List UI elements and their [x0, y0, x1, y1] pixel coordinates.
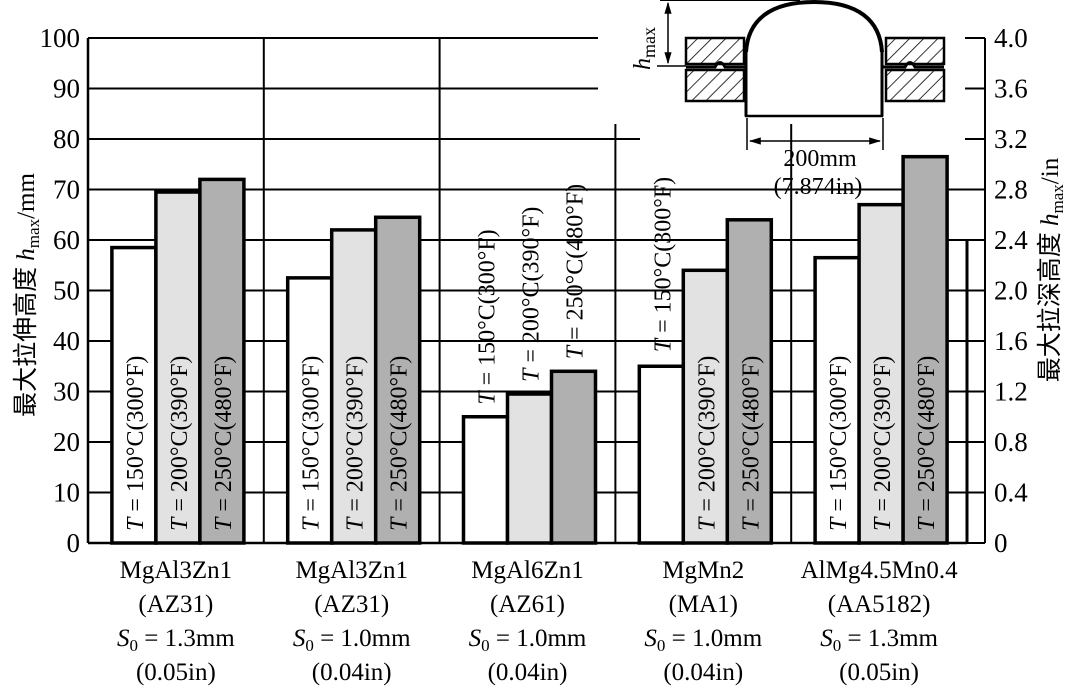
- bar-label-3-0: T = 150°C(300°F): [650, 177, 676, 352]
- bar-labels: T = 150°C(300°F) T = 200°C(390°F) T = 250°…: [123, 177, 940, 531]
- die-block-lower-right: [884, 68, 946, 103]
- y2-tick-label: 3.6: [994, 74, 1028, 104]
- y-tick-label: 50: [53, 276, 80, 306]
- bar-0-2: [198, 177, 246, 545]
- bar-2-0: [461, 415, 510, 545]
- bar-label-2-0: T = 150°C(300°F): [475, 229, 501, 404]
- y2-tick-label: 0.4: [994, 478, 1028, 508]
- y2-tick-label: 3.2: [994, 124, 1028, 154]
- y-axis-left: 0 10 20 30 40 50 60 70 80 90 100: [40, 23, 81, 558]
- svg-text:(0.04in): (0.04in): [488, 659, 568, 686]
- svg-text:(0.05in): (0.05in): [839, 659, 919, 686]
- bar-label-0-0: T = 150°C(300°F): [123, 356, 149, 531]
- y-tick-label: 80: [53, 124, 80, 154]
- sheet-right: [882, 61, 944, 69]
- y-tick-label: 90: [53, 74, 80, 104]
- bar-label-1-2: T = 250°C(480°F): [387, 356, 413, 531]
- bar-label-0-2: T = 250°C(480°F): [211, 356, 237, 531]
- bar-4-2: [901, 154, 949, 545]
- bar-label-1-0: T = 150°C(300°F): [299, 356, 325, 531]
- y-tick-label: 10: [53, 478, 80, 508]
- svg-text:(0.04in): (0.04in): [663, 659, 743, 686]
- category-label: MgMn2 (MA1) S0 = 1.0mm (0.04in): [644, 557, 762, 686]
- bar-label-4-2: T = 250°C(480°F): [914, 356, 940, 531]
- svg-text:(MA1): (MA1): [669, 591, 738, 618]
- bar-label-4-1: T = 200°C(390°F): [870, 356, 896, 531]
- bars: [110, 154, 949, 545]
- svg-text:AlMg4.5Mn0.4: AlMg4.5Mn0.4: [801, 557, 958, 584]
- y-axis-right: 0 0.4 0.8 1.2 1.6 2.0 2.4 2.8 3.2 3.6 4.0: [965, 23, 1028, 558]
- y-tick-label: 0: [67, 528, 81, 558]
- bar-0-0: [110, 245, 158, 545]
- svg-text:MgAl3Zn1: MgAl3Zn1: [295, 557, 408, 584]
- y2-tick-label: 4.0: [994, 23, 1028, 53]
- y2-tick-label: 0.8: [994, 427, 1028, 457]
- svg-text:(AZ61): (AZ61): [490, 591, 565, 618]
- svg-text:MgAl6Zn1: MgAl6Zn1: [471, 557, 584, 584]
- svg-text:(AZ31): (AZ31): [138, 591, 213, 618]
- bar-3-1: [681, 268, 730, 545]
- bar-label-3-2: T = 250°C(480°F): [738, 356, 764, 531]
- bar-label-3-1: T = 200°C(390°F): [694, 356, 720, 531]
- y2-tick-label: 0: [994, 528, 1008, 558]
- y2-tick-label: 1.6: [994, 326, 1028, 356]
- y-tick-label: 20: [53, 427, 80, 457]
- die-block-lower-left: [684, 68, 746, 103]
- bar-label-0-1: T = 200°C(390°F): [167, 356, 193, 531]
- y2-tick-label: 1.2: [994, 377, 1028, 407]
- y-tick-label: 60: [53, 225, 80, 255]
- y2-tick-label: 2.0: [994, 276, 1028, 306]
- diameter-in-label: (7.874in): [774, 174, 863, 200]
- h-max-label: hmax: [630, 27, 659, 70]
- y-tick-label: 70: [53, 175, 80, 205]
- y-tick-label: 40: [53, 326, 80, 356]
- category-label: AlMg4.5Mn0.4 (AA5182) S0 = 1.3mm (0.05in): [801, 557, 958, 686]
- svg-text:S0 = 1.3mm: S0 = 1.3mm: [820, 625, 938, 655]
- bar-label-2-2: T = 250°C(480°F): [563, 184, 589, 359]
- bar-4-1: [857, 202, 905, 545]
- svg-text:S0 = 1.3mm: S0 = 1.3mm: [117, 625, 235, 655]
- bar-2-2: [549, 369, 598, 545]
- sheet-left: [686, 61, 748, 69]
- svg-text:(AZ31): (AZ31): [314, 591, 389, 618]
- category-label: MgAl3Zn1 (AZ31) S0 = 1.0mm (0.04in): [293, 557, 411, 686]
- y-axis-label-left: 最大拉伸高度 hmax/mm: [12, 173, 43, 417]
- y2-tick-label: 2.8: [994, 175, 1028, 205]
- category-label: MgAl3Zn1 (AZ31) S0 = 1.3mm (0.05in): [117, 557, 235, 686]
- svg-text:(0.04in): (0.04in): [312, 659, 392, 686]
- bar-2-1: [505, 392, 554, 545]
- punch: [744, 46, 884, 118]
- x-axis-categories: MgAl3Zn1(AZ31)S0 = 1.3mm(0.05in)MgAl3Zn1…: [117, 557, 958, 686]
- bar-label-1-1: T = 200°C(390°F): [343, 356, 369, 531]
- bar-label-2-1: T = 200°C(390°F): [519, 207, 545, 382]
- y-tick-label: 100: [40, 23, 81, 53]
- die-block-upper-left: [684, 36, 746, 66]
- svg-text:S0 = 1.0mm: S0 = 1.0mm: [469, 625, 587, 655]
- svg-text:S0 = 1.0mm: S0 = 1.0mm: [644, 625, 762, 655]
- diameter-mm-label: 200mm: [783, 146, 857, 172]
- bar-3-2: [725, 218, 774, 545]
- svg-text:S0 = 1.0mm: S0 = 1.0mm: [293, 625, 411, 655]
- y2-tick-label: 2.4: [994, 225, 1028, 255]
- bar-label-4-0: T = 150°C(300°F): [826, 356, 852, 531]
- svg-text:(AA5182): (AA5182): [828, 591, 931, 618]
- bar-1-0: [285, 276, 334, 545]
- svg-text:MgMn2: MgMn2: [662, 557, 744, 584]
- bar-3-0: [637, 364, 686, 545]
- y-axis-label-right: 最大拉深高度 hmax/in: [1036, 157, 1067, 382]
- category-label: MgAl6Zn1 (AZ61) S0 = 1.0mm (0.04in): [469, 557, 587, 686]
- svg-text:MgAl3Zn1: MgAl3Zn1: [120, 557, 233, 584]
- svg-text:(0.05in): (0.05in): [136, 659, 216, 686]
- cupping-test-diagram: hmax 200mm (7.874in): [630, 0, 946, 200]
- dome: [744, 0, 884, 53]
- die-block-upper-right: [884, 36, 946, 66]
- y-tick-label: 30: [53, 377, 80, 407]
